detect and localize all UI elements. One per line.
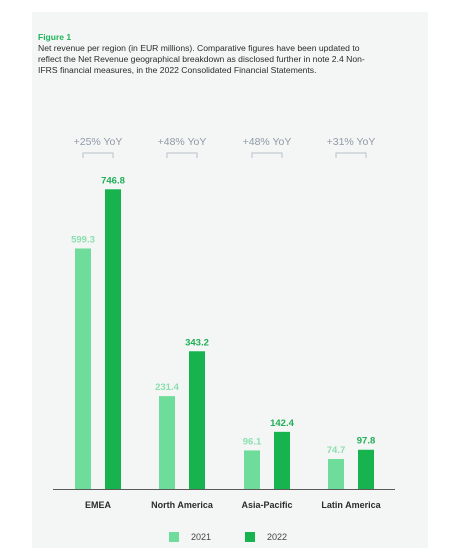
- value-label-emea-2022: 746.8: [101, 175, 125, 186]
- bar-latin-america-2021: [328, 459, 344, 489]
- yoy-bracket-north-america: [166, 152, 198, 158]
- value-label-latin-america-2021: 74.7: [327, 445, 346, 456]
- bar-emea-2022: [105, 189, 121, 489]
- yoy-annotation-north-america: +48% YoY: [158, 136, 207, 148]
- value-label-north-america-2021: 231.4: [155, 382, 179, 393]
- bar-asia-pacific-2021: [244, 450, 260, 489]
- yoy-bracket-emea: [82, 152, 114, 158]
- yoy-annotation-asia-pacific: +48% YoY: [243, 136, 292, 148]
- legend-swatch-2021: [168, 532, 179, 542]
- category-label-latin-america: Latin America: [321, 500, 381, 510]
- bar-emea-2021: [75, 248, 91, 489]
- category-label-emea: EMEA: [85, 500, 112, 510]
- value-label-north-america-2022: 343.2: [185, 337, 209, 348]
- legend-item-2021: 2021: [168, 532, 211, 542]
- figure-caption: Net revenue per region (in EUR millions)…: [38, 43, 365, 75]
- bar-latin-america-2022: [358, 449, 374, 489]
- value-label-emea-2021: 599.3: [71, 234, 95, 245]
- legend-swatch-2022: [245, 532, 255, 542]
- figure-label: Figure 1: [38, 32, 72, 42]
- bar-north-america-2021: [159, 396, 175, 489]
- chart-legend: 2021 2022: [0, 532, 456, 542]
- yoy-bracket-latin-america: [335, 152, 367, 158]
- yoy-annotation-emea: +25% YoY: [74, 136, 123, 148]
- value-label-asia-pacific-2022: 142.4: [270, 418, 294, 429]
- yoy-bracket-asia-pacific: [251, 152, 283, 158]
- value-label-asia-pacific-2021: 96.1: [243, 436, 262, 447]
- legend-label-2021: 2021: [190, 532, 211, 542]
- bar-asia-pacific-2022: [274, 431, 290, 489]
- bar-north-america-2022: [189, 351, 205, 489]
- legend-label-2022: 2022: [267, 532, 288, 542]
- category-label-north-america: North America: [151, 500, 214, 510]
- value-label-latin-america-2022: 97.8: [357, 436, 376, 447]
- yoy-annotation-latin-america: +31% YoY: [327, 136, 376, 148]
- legend-item-2022: 2022: [245, 532, 287, 542]
- category-label-asia-pacific: Asia-Pacific: [241, 500, 292, 510]
